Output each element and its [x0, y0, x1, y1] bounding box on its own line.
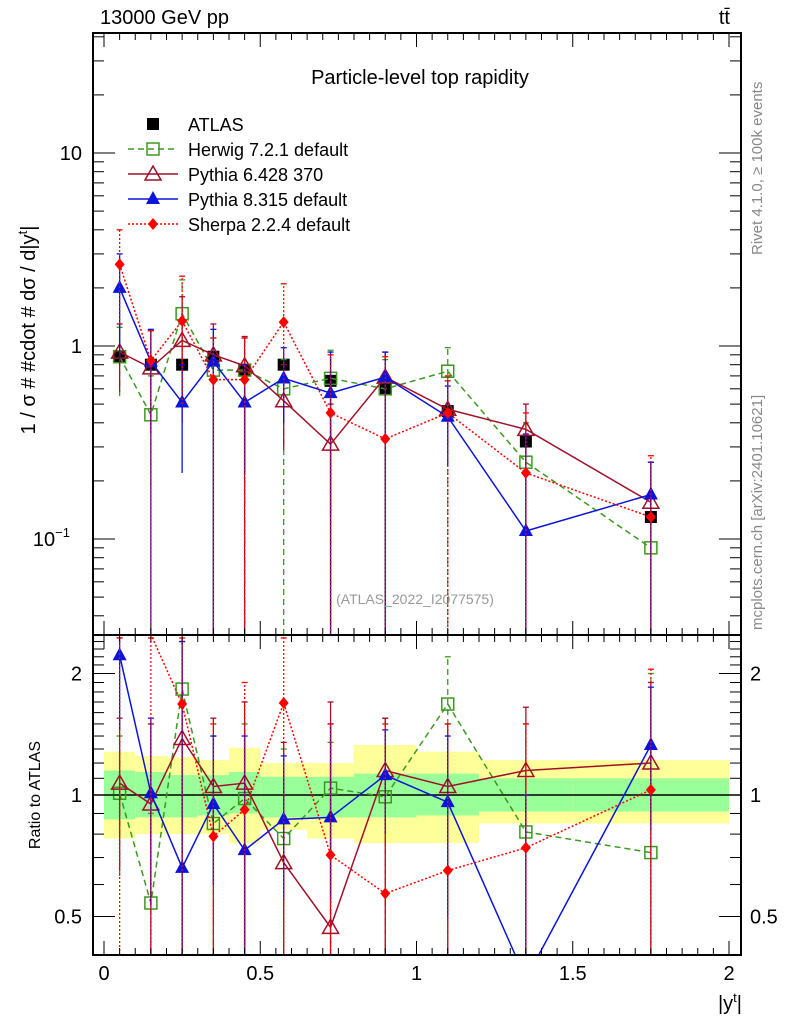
analysis-id: (ATLAS_2022_I2077575): [336, 591, 494, 607]
marker-sherpa: [208, 373, 219, 386]
x-tick-label: 0: [98, 963, 109, 985]
marker-herwig: [441, 697, 455, 711]
marker-sherpa: [239, 803, 250, 816]
marker-pythia8: [323, 809, 338, 823]
marker-sherpa: [380, 887, 391, 900]
marker-sherpa: [520, 466, 531, 479]
marker-sherpa: [278, 316, 289, 329]
main-series: [110, 229, 661, 635]
marker-sherpa: [442, 406, 453, 419]
marker-sherpa: [380, 432, 391, 445]
marker-pythia8: [323, 385, 338, 399]
marker-sherpa: [239, 373, 250, 386]
ratio-series: [110, 635, 661, 955]
energy-label: 13000 GeV pp: [100, 7, 229, 29]
ratio-y-tick-label-right: 2: [750, 664, 761, 686]
ratio-y-tick-label: 0.5: [54, 907, 82, 929]
chart-title: Particle-level top rapidity: [311, 67, 529, 89]
marker-sherpa: [177, 698, 188, 711]
ratio-y-tick-label: 1: [71, 785, 82, 807]
legend-label: Sherpa 2.2.4 default: [188, 215, 350, 235]
marker-herwig: [146, 142, 160, 156]
x-tick-label: 2: [723, 963, 734, 985]
x-tick-label: 1: [411, 963, 422, 985]
x-axis-label: |yt|: [718, 990, 742, 1015]
marker-pythia8: [175, 394, 190, 408]
marker-pythia8: [146, 191, 160, 204]
series-sherpa-2-2-4-default: [114, 229, 656, 635]
marker-pythia8: [237, 842, 252, 856]
legend-label: Pythia 8.315 default: [188, 190, 347, 210]
marker-sherpa: [177, 314, 188, 327]
ratio-y-tick-label-right: 0.5: [750, 907, 778, 929]
legend: ATLAS Herwig 7.2.1 default Pythia 6.428 37…: [128, 115, 350, 235]
marker-sherpa: [645, 511, 656, 524]
legend-item: Pythia 8.315 default: [128, 190, 347, 210]
process-label: tt̄: [719, 7, 731, 29]
marker-atlas: [147, 118, 159, 130]
marker-pythia6: [143, 164, 163, 181]
marker-sherpa: [325, 849, 336, 862]
ratio-y-tick-label-right: 1: [750, 785, 761, 807]
rivet-label: Rivet 4.1.0, ≥ 100k events: [749, 82, 766, 255]
marker-pythia8: [643, 737, 658, 751]
legend-label: Pythia 6.428 370: [188, 165, 323, 185]
y-tick-label: 10−1: [33, 525, 70, 551]
marker-pythia8: [143, 785, 158, 799]
legend-item: ATLAS: [147, 115, 244, 135]
legend-label: ATLAS: [188, 115, 244, 135]
mcplots-label: mcplots.cern.ch [arXiv:2401.10621]: [749, 395, 766, 630]
ratio-y-tick-label: 2: [71, 664, 82, 686]
legend-item: Pythia 6.428 370: [128, 164, 323, 185]
ratio-y-label: Ratio to ATLAS: [27, 741, 44, 849]
marker-sherpa: [442, 864, 453, 877]
series-sherpa-2-2-4-default: [116, 635, 656, 955]
marker-sherpa: [148, 218, 158, 230]
marker-pythia8: [378, 369, 393, 383]
x-tick-label: 0.5: [246, 963, 274, 985]
x-tick-label: 1.5: [559, 963, 587, 985]
y-tick-label: 10: [60, 143, 82, 165]
marker-sherpa: [114, 258, 125, 271]
marker-pythia8: [206, 353, 221, 367]
y-axis-label: 1 / σ # #cdot # dσ / d|yt|: [15, 226, 40, 435]
marker-pythia8: [237, 394, 252, 408]
marker-pythia8: [276, 370, 291, 384]
y-tick-label: 1: [71, 336, 82, 358]
marker-sherpa: [645, 783, 656, 796]
legend-item: Herwig 7.2.1 default: [128, 140, 348, 160]
marker-sherpa: [520, 841, 531, 854]
marker-pythia6: [516, 760, 536, 778]
marker-sherpa: [208, 830, 219, 843]
legend-label: Herwig 7.2.1 default: [188, 140, 348, 160]
legend-item: Sherpa 2.2.4 default: [128, 215, 350, 235]
marker-sherpa: [325, 406, 336, 419]
marker-sherpa: [145, 354, 156, 367]
marker-sherpa: [278, 697, 289, 710]
marker-pythia8: [440, 794, 455, 808]
